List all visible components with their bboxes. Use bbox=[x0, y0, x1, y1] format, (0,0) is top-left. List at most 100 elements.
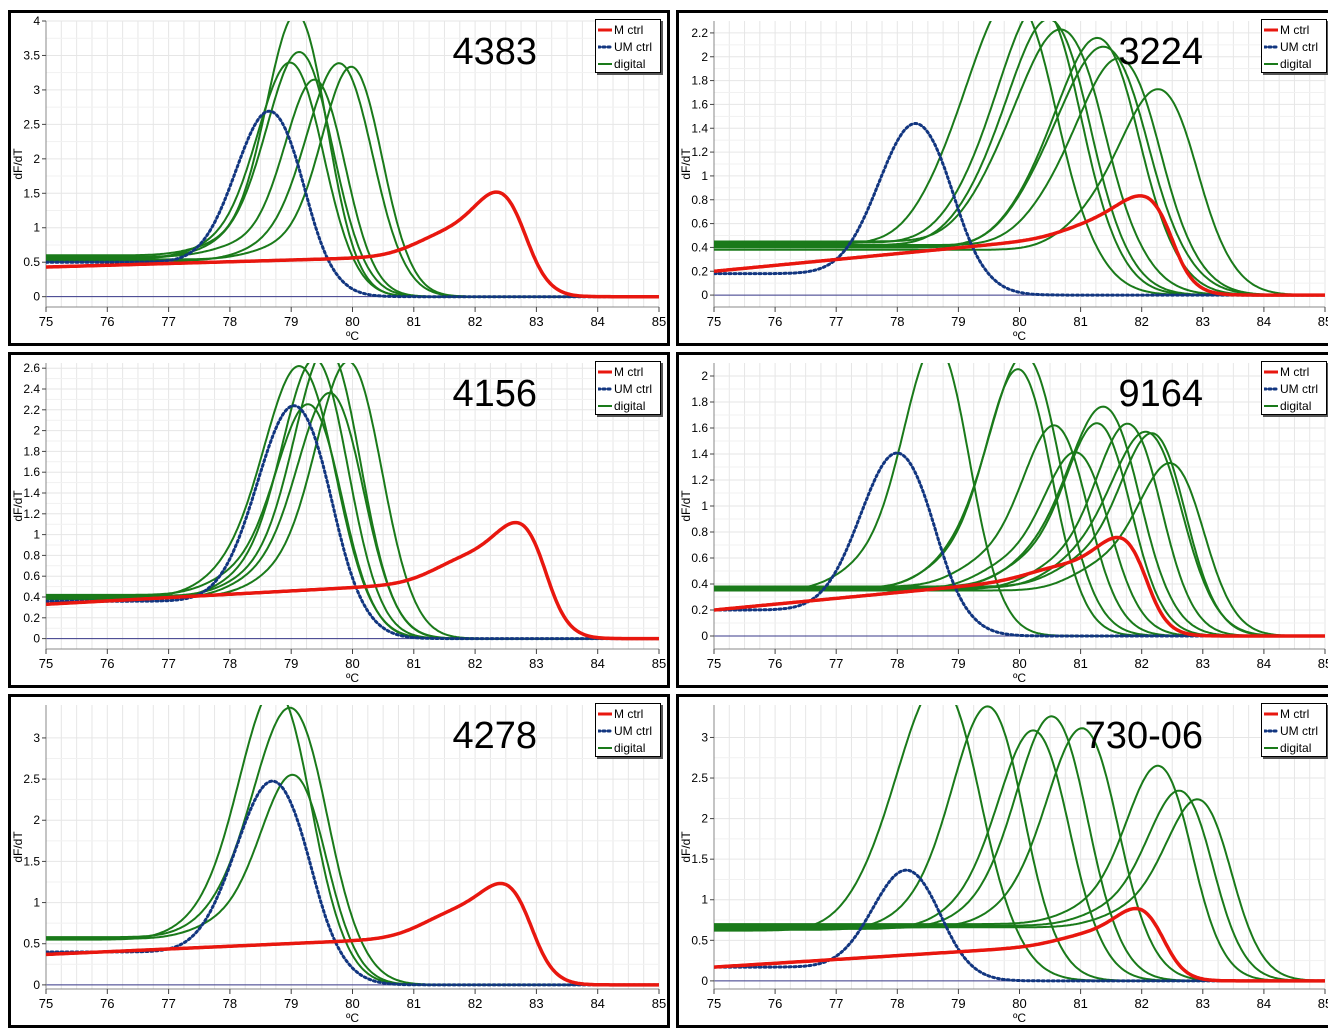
x-tick-label: 83 bbox=[1196, 656, 1210, 671]
x-tick-label: 83 bbox=[529, 656, 543, 671]
y-tick-label: 1.2 bbox=[23, 507, 40, 521]
x-tick-label: 75 bbox=[707, 314, 721, 329]
x-tick-label: 85 bbox=[652, 996, 666, 1011]
y-tick-label: 3.5 bbox=[23, 48, 40, 62]
chart-svg: 75 76 77 78 79 80 81 82 83 84 85 0 0.5 1 1.5 2 2.5 3 3.5 4 º… bbox=[11, 14, 666, 343]
legend-item-digital: digital bbox=[1264, 739, 1311, 756]
legend-item-digital: digital bbox=[598, 397, 645, 414]
chart-panel-9164: 75 76 77 78 79 80 81 82 83 84 85 0 0.2 0.4 0.6 0.8 1 1.2 1… bbox=[676, 352, 1328, 688]
x-axis-label: ºC bbox=[346, 1011, 359, 1025]
um-ctrl-curve bbox=[46, 404, 659, 641]
y-tick-label: 0.2 bbox=[23, 611, 40, 625]
x-tick-label: 82 bbox=[468, 656, 482, 671]
x-tick-label: 85 bbox=[1318, 656, 1328, 671]
y-tick-label: 2 bbox=[701, 369, 708, 383]
m-ctrl-curve bbox=[46, 881, 659, 987]
x-tick-label: 81 bbox=[407, 996, 421, 1011]
y-tick-label: 1.6 bbox=[23, 465, 40, 479]
digital-curve-8 bbox=[714, 422, 1325, 637]
y-tick-label: 1.8 bbox=[23, 444, 40, 458]
legend-swatch bbox=[1264, 28, 1278, 31]
m-ctrl-curve bbox=[46, 190, 659, 299]
legend-swatch bbox=[1264, 404, 1278, 407]
legend-label: M ctrl bbox=[1280, 364, 1310, 379]
x-tick-label: 77 bbox=[829, 996, 843, 1011]
y-tick-label: 1.5 bbox=[23, 854, 40, 868]
legend-item-digital: digital bbox=[598, 55, 645, 72]
x-tick-label: 84 bbox=[1257, 656, 1271, 671]
x-axis-label: ºC bbox=[346, 329, 359, 343]
y-tick-label: 1 bbox=[33, 896, 40, 910]
chart-svg: 75 76 77 78 79 80 81 82 83 84 85 0 0.2 0.4 0.6 0.8 1 1.2 1… bbox=[679, 21, 1328, 343]
plot-area bbox=[714, 363, 1325, 638]
y-tick-label: 1.6 bbox=[691, 97, 708, 111]
x-axis-label: ºC bbox=[1013, 1011, 1026, 1025]
y-tick-label: 2.5 bbox=[23, 117, 40, 131]
plot-area bbox=[714, 705, 1325, 983]
legend-swatch bbox=[1264, 45, 1278, 48]
x-tick-label: 75 bbox=[707, 996, 721, 1011]
y-tick-label: 0 bbox=[33, 290, 40, 304]
sample-id-label: 730-06 bbox=[1084, 715, 1203, 757]
y-tick-label: 0 bbox=[33, 632, 40, 646]
y-tick-label: 0.8 bbox=[691, 525, 708, 539]
x-tick-label: 80 bbox=[1012, 656, 1026, 671]
legend: M ctrl UM ctrl digital bbox=[595, 19, 661, 73]
legend-item-m-ctrl: M ctrl bbox=[598, 705, 643, 722]
legend-item-digital: digital bbox=[1264, 55, 1311, 72]
y-tick-label: 1.5 bbox=[691, 852, 708, 866]
chart-panel-730-06: 75 76 77 78 79 80 81 82 83 84 85 0 0.5 1 1.5 2 2.5 3 ºC dF/… bbox=[676, 694, 1328, 1028]
y-tick-label: 0 bbox=[701, 288, 708, 302]
legend-label: digital bbox=[614, 740, 646, 755]
legend-label: UM ctrl bbox=[1280, 381, 1318, 396]
y-tick-label: 0.5 bbox=[691, 933, 708, 947]
y-tick-label: 0.5 bbox=[23, 255, 40, 269]
digital-curve-7 bbox=[714, 789, 1325, 982]
y-tick-label: 1.8 bbox=[691, 395, 708, 409]
legend-swatch bbox=[598, 404, 612, 407]
chart-svg: 75 76 77 78 79 80 81 82 83 84 85 0 0.5 1 1.5 2 2.5 3 ºC dF/… bbox=[11, 705, 666, 1025]
y-tick-label: 2.6 bbox=[23, 361, 40, 375]
x-tick-label: 80 bbox=[345, 656, 359, 671]
x-tick-label: 81 bbox=[1073, 996, 1087, 1011]
legend-swatch bbox=[1264, 746, 1278, 749]
sample-id-label: 9164 bbox=[1118, 373, 1203, 415]
legend-swatch bbox=[598, 62, 612, 65]
legend-label: UM ctrl bbox=[1280, 723, 1318, 738]
x-tick-label: 79 bbox=[284, 314, 298, 329]
legend-item-m-ctrl: M ctrl bbox=[598, 21, 643, 38]
legend-label: M ctrl bbox=[614, 364, 644, 379]
legend-item-um-ctrl: UM ctrl bbox=[1264, 722, 1318, 739]
legend-label: M ctrl bbox=[1280, 706, 1310, 721]
legend-swatch bbox=[598, 712, 612, 715]
x-tick-label: 83 bbox=[529, 996, 543, 1011]
y-tick-label: 2.5 bbox=[23, 772, 40, 786]
y-tick-label: 1.6 bbox=[691, 421, 708, 435]
x-tick-label: 76 bbox=[768, 996, 782, 1011]
y-tick-label: 3 bbox=[33, 731, 40, 745]
legend-label: digital bbox=[614, 56, 646, 71]
chart-svg: 75 76 77 78 79 80 81 82 83 84 85 0 0.5 1 1.5 2 2.5 3 ºC dF/… bbox=[679, 705, 1328, 1025]
x-tick-label: 81 bbox=[407, 656, 421, 671]
grid bbox=[45, 20, 660, 307]
x-axis-label: ºC bbox=[346, 671, 359, 685]
legend-item-um-ctrl: UM ctrl bbox=[598, 722, 652, 739]
y-axis-label: dF/dT bbox=[11, 831, 25, 863]
digital-curve-6 bbox=[714, 764, 1325, 982]
grid bbox=[713, 363, 1326, 649]
legend-label: digital bbox=[1280, 740, 1312, 755]
x-tick-label: 82 bbox=[1134, 656, 1148, 671]
y-tick-label: 4 bbox=[33, 14, 40, 28]
x-tick-label: 81 bbox=[1073, 656, 1087, 671]
x-tick-label: 80 bbox=[1012, 996, 1026, 1011]
y-tick-label: 2.5 bbox=[691, 771, 708, 785]
plot-area bbox=[46, 363, 659, 641]
y-tick-label: 0.8 bbox=[691, 193, 708, 207]
digital-curve-8 bbox=[714, 798, 1325, 982]
x-tick-label: 80 bbox=[345, 996, 359, 1011]
y-tick-label: 0 bbox=[701, 974, 708, 988]
legend-swatch bbox=[598, 45, 612, 48]
y-tick-label: 1 bbox=[701, 169, 708, 183]
x-tick-label: 77 bbox=[829, 314, 843, 329]
